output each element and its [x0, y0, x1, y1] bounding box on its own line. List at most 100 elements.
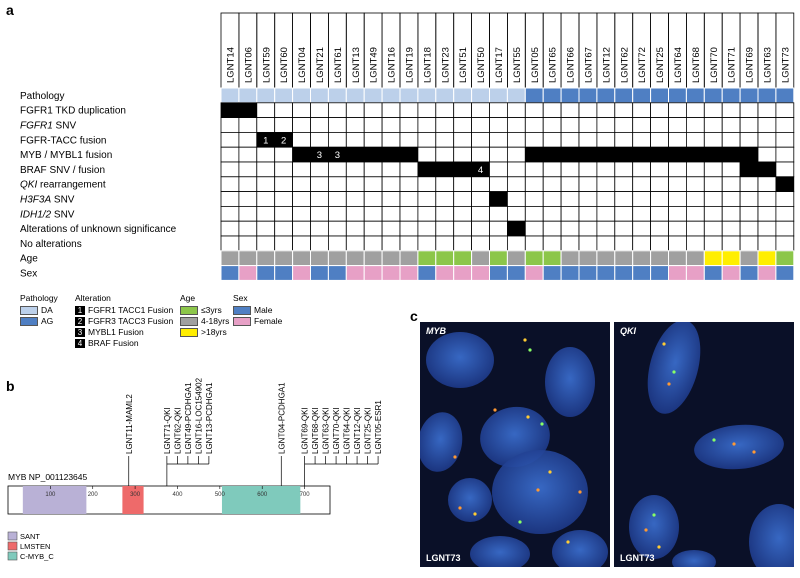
grid-cell	[238, 117, 258, 133]
grid-cell	[650, 146, 669, 163]
grid-cell	[327, 191, 347, 207]
grid-cell	[542, 250, 562, 267]
fusion-label: LGNT70-QKI	[332, 407, 341, 454]
grid-cell	[596, 161, 616, 178]
grid-cell	[524, 205, 544, 222]
grid-cell	[703, 117, 723, 133]
grid-cell	[686, 235, 705, 252]
grid-cell	[220, 102, 240, 119]
grid-cell	[703, 235, 723, 252]
grid-cell	[614, 131, 634, 148]
grid-cell	[327, 161, 347, 178]
sample-label: LGNT72	[637, 47, 648, 83]
grid-cell	[435, 102, 455, 119]
sample-label: LGNT25	[655, 47, 666, 83]
grid-cell	[614, 146, 634, 163]
grid-cell	[274, 161, 294, 178]
legend-alteration-title: Alteration	[75, 293, 111, 303]
grid-cell	[453, 220, 473, 237]
grid-cell	[381, 250, 401, 267]
fish-signal	[566, 540, 570, 544]
grid-cell	[220, 146, 240, 163]
legend-item: 1 FGFR1 TACC1 Fusion	[75, 305, 173, 316]
legend-label: >18yrs	[201, 327, 227, 337]
grid-cell	[542, 220, 562, 237]
grid-cell	[399, 161, 419, 178]
row-label: Pathology	[20, 91, 64, 102]
micrograph-sample: LGNT73	[620, 553, 655, 563]
grid-cell	[274, 146, 294, 163]
fish-signal	[672, 370, 676, 374]
grid-cell	[327, 176, 347, 193]
grid-cell	[632, 102, 652, 119]
sample-label: LGNT17	[494, 47, 505, 83]
fish-signal	[662, 342, 666, 346]
grid-cell	[632, 87, 652, 104]
grid-cell	[542, 235, 562, 252]
grid-cell	[399, 250, 419, 267]
grid-cell	[775, 131, 795, 148]
grid-cell	[435, 117, 455, 133]
protein-diagram: MYB NP_001123645 100 200 300 400 500 600 700 LGN…	[7, 378, 383, 561]
grid-cell	[345, 161, 365, 178]
grid-cell	[596, 250, 616, 267]
nucleus	[694, 424, 784, 470]
grid-cell	[506, 220, 526, 237]
grid-cell	[686, 205, 705, 222]
grid-cell	[345, 265, 365, 281]
grid-cell	[685, 250, 705, 267]
grid-cell	[238, 87, 258, 104]
grid-cell	[578, 102, 598, 119]
micrograph-image	[629, 322, 794, 567]
grid-cell	[632, 131, 652, 148]
legend-item: Male	[233, 305, 282, 316]
legend-item: 3 MYBL1 Fusion	[75, 327, 173, 338]
grid-cell	[775, 205, 795, 222]
grid-cell	[757, 117, 777, 133]
sample-label: LGNT13	[351, 47, 362, 83]
grid-cell	[650, 250, 669, 267]
grid-cell	[506, 161, 526, 178]
grid-cell	[345, 191, 365, 207]
legend-sex-title: Sex	[233, 293, 248, 303]
grid-cell	[524, 235, 544, 252]
domain-legend-swatch	[7, 551, 18, 561]
grid-cell	[417, 176, 437, 193]
grid-cell	[399, 131, 419, 148]
grid-cell	[757, 176, 777, 193]
grid-cell	[560, 102, 580, 119]
grid-cell	[363, 205, 383, 222]
sample-label: LGNT05	[530, 47, 541, 83]
grid-cell	[471, 235, 490, 252]
grid-cell	[363, 220, 383, 237]
fusion-label: LGNT16-LOC154902	[194, 378, 203, 454]
grid-cell	[417, 220, 437, 237]
grid-cell	[524, 265, 544, 281]
grid-cell	[256, 250, 276, 267]
grid-cell	[417, 235, 437, 252]
grid-cell	[578, 176, 598, 193]
grid-cell	[435, 220, 455, 237]
sample-label: LGNT12	[601, 47, 612, 83]
nucleus	[749, 504, 794, 567]
grid-cell	[310, 205, 329, 222]
sample-label: LGNT67	[583, 47, 594, 83]
grid-cell	[685, 87, 705, 104]
grid-cell	[721, 191, 741, 207]
row-label: QKI rearrangement	[20, 180, 106, 191]
grid-cell	[220, 265, 240, 281]
grid-cell	[489, 191, 508, 207]
grid-cell	[721, 220, 741, 237]
grid-cell	[560, 250, 580, 267]
grid-cell	[435, 250, 455, 267]
fish-signal	[657, 545, 661, 549]
fish-signal	[473, 512, 477, 516]
grid-cell	[632, 265, 652, 281]
grid-cell	[363, 250, 383, 267]
grid-cell	[292, 235, 311, 252]
grid-cell	[399, 265, 419, 281]
grid-cell	[542, 131, 562, 148]
grid-cell	[274, 220, 294, 237]
sample-label: LGNT66	[566, 47, 577, 83]
grid-cell	[345, 102, 365, 119]
